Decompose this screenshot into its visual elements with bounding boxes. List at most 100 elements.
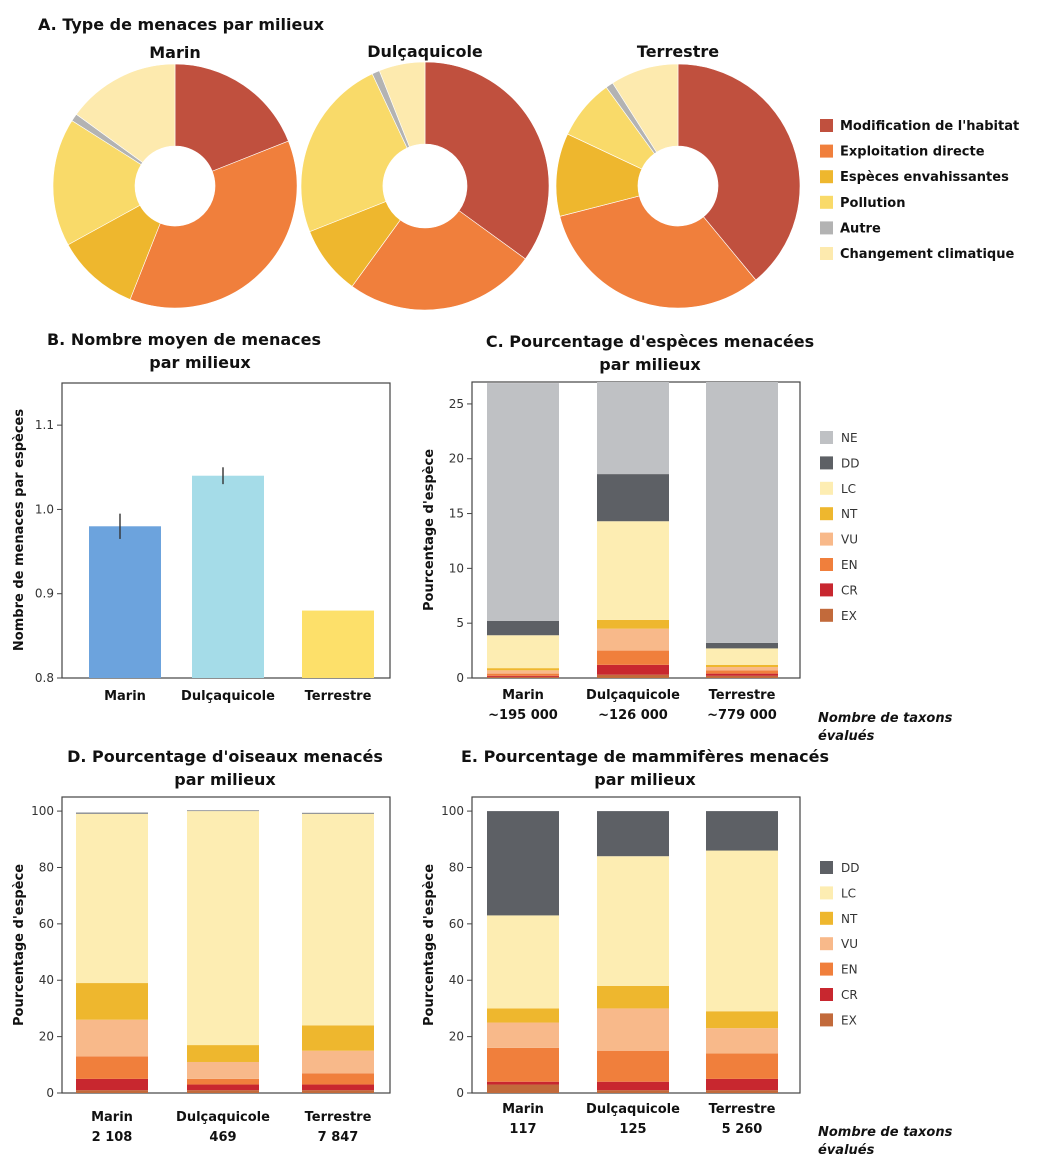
y-tick-label: 60 xyxy=(39,917,54,931)
bar-segment xyxy=(487,668,559,671)
bar-segment xyxy=(706,1028,778,1054)
legend-swatch xyxy=(820,170,833,184)
bar-segment xyxy=(706,382,778,643)
legend-swatch xyxy=(820,119,833,132)
bar-segment xyxy=(706,667,778,671)
legend-swatch xyxy=(820,583,833,597)
x-tick-label: Marin xyxy=(502,688,544,703)
y-axis-label: Pourcentage d'espèce xyxy=(422,864,437,1026)
x-tick-label: Terrestre xyxy=(709,688,776,703)
legend-label: Espèces envahissantes xyxy=(840,170,1009,185)
bar xyxy=(302,610,374,678)
bar-segment xyxy=(302,1084,374,1091)
legend-swatch xyxy=(820,937,833,951)
panel-title: par milieux xyxy=(594,770,696,789)
bar-segment xyxy=(487,915,559,1009)
y-axis-label: Pourcentage d'espèce xyxy=(12,864,27,1026)
pie-title-1: Dulçaquicole xyxy=(367,42,483,61)
bar-segment xyxy=(597,628,669,651)
panel-title: C. Pourcentage d'espèces menacées xyxy=(486,332,814,351)
x-tick-label: Dulçaquicole xyxy=(176,1110,270,1125)
y-tick-label: 100 xyxy=(31,804,54,818)
pie-slice xyxy=(612,63,679,153)
taxa-count: ~779 000 xyxy=(707,708,777,723)
bar-segment xyxy=(187,1084,259,1091)
pie-slice xyxy=(129,140,298,309)
legend-label: Autre xyxy=(840,221,881,236)
y-tick-label: 60 xyxy=(449,917,464,931)
bar-segment xyxy=(706,670,778,674)
bar-segment xyxy=(706,1053,778,1079)
y-tick-label: 0.9 xyxy=(35,587,54,601)
legend-label: VU xyxy=(841,533,858,547)
panel-c: C. Pourcentage d'espèces menacées par mil… xyxy=(422,332,953,744)
legend-label: VU xyxy=(841,937,858,951)
taxa-count-label: évalués xyxy=(818,1143,875,1158)
y-tick-label: 40 xyxy=(449,973,464,987)
panel-title: par milieux xyxy=(174,770,276,789)
bar xyxy=(89,526,161,678)
bar-segment xyxy=(706,675,778,678)
bar-segment xyxy=(76,812,148,814)
legend-swatch xyxy=(820,247,833,260)
panel-d: D. Pourcentage d'oiseaux menacés par mili… xyxy=(12,747,391,1145)
pie-slice xyxy=(52,120,142,246)
y-tick-label: 100 xyxy=(441,804,464,818)
bar-segment xyxy=(76,1056,148,1079)
legend-label: NT xyxy=(841,912,858,926)
y-axis-label: Nombre de menaces par espèces xyxy=(12,409,27,651)
taxa-count: 2 108 xyxy=(92,1130,133,1145)
bar-segment xyxy=(706,1078,778,1091)
legend-swatch xyxy=(820,481,833,495)
bar-segment xyxy=(302,1090,374,1093)
legend-swatch xyxy=(820,608,833,622)
legend-swatch xyxy=(820,1013,833,1027)
taxa-count: ~195 000 xyxy=(488,708,558,723)
taxa-count: 7 847 xyxy=(318,1130,359,1145)
bar-segment xyxy=(487,1047,559,1082)
bar-segment xyxy=(302,813,374,1026)
panel-a: A. Type de menaces par milieux Marin Dulça… xyxy=(38,15,1019,311)
bar-segment xyxy=(706,673,778,676)
taxa-count: ~126 000 xyxy=(598,708,668,723)
y-tick-label: 40 xyxy=(39,973,54,987)
pie-slice xyxy=(559,195,757,309)
legend-label: Changement climatique xyxy=(840,247,1014,262)
bar-segment xyxy=(487,673,559,676)
legend-swatch xyxy=(820,532,833,546)
legend-swatch xyxy=(820,988,833,1001)
y-tick-label: 25 xyxy=(449,397,464,411)
taxa-count-label: évalués xyxy=(818,729,875,744)
x-tick-label: Terrestre xyxy=(305,1110,372,1125)
y-tick-label: 15 xyxy=(449,507,464,521)
bar-segment xyxy=(187,1078,259,1085)
bar-segment xyxy=(302,1050,374,1074)
x-tick-label: Marin xyxy=(104,689,146,704)
bar-segment xyxy=(706,1011,778,1029)
x-tick-label: Terrestre xyxy=(709,1102,776,1117)
bar-segment xyxy=(487,635,559,669)
pie-slice xyxy=(300,73,408,233)
legend-swatch xyxy=(820,507,833,521)
y-tick-label: 1.0 xyxy=(35,502,54,516)
panel-e: E. Pourcentage de mammifères menacés par … xyxy=(422,747,953,1158)
legend-swatch xyxy=(820,558,833,571)
legend-label: LC xyxy=(841,886,856,900)
legend-label: NT xyxy=(841,507,858,521)
bar-segment xyxy=(187,1045,259,1062)
legend-label: EN xyxy=(841,558,858,572)
y-tick-label: 20 xyxy=(449,1030,464,1044)
y-tick-label: 5 xyxy=(456,616,464,630)
y-tick-label: 0.8 xyxy=(35,671,54,685)
legend-label: Exploitation directe xyxy=(840,145,985,160)
bar-segment xyxy=(706,664,778,668)
bar-segment xyxy=(597,1090,669,1093)
legend-swatch xyxy=(820,861,833,874)
bar-segment xyxy=(302,1025,374,1051)
pie-slice xyxy=(174,63,289,172)
y-tick-label: 20 xyxy=(449,452,464,466)
bar-segment xyxy=(706,811,778,851)
bar-segment xyxy=(76,1019,148,1057)
bar-segment xyxy=(597,521,669,620)
